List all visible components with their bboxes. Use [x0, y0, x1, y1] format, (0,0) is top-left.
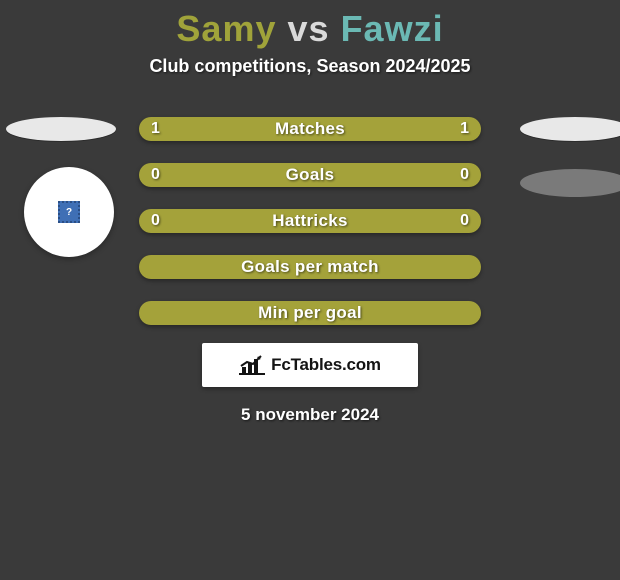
comparison-stage: ? 1 Matches 1 0 Goals 0 0 Hattricks 0 Goals per m…: [0, 117, 620, 425]
stat-label: Matches: [275, 119, 345, 139]
player2-name: Fawzi: [341, 8, 444, 49]
stat-value-right: 0: [460, 212, 469, 230]
branding-box: FcTables.com: [202, 343, 418, 387]
page-title: Samy vs Fawzi: [0, 0, 620, 50]
stat-value-left: 0: [151, 212, 160, 230]
stat-value-right: 1: [460, 120, 469, 138]
player2-shadow-ellipse: [520, 117, 620, 141]
logo-chart-icon: [239, 354, 265, 376]
subtitle: Club competitions, Season 2024/2025: [0, 56, 620, 77]
vs-text: vs: [288, 8, 330, 49]
avatar-missing-glyph: ?: [66, 207, 72, 218]
stat-bar: 1 Matches 1: [139, 117, 481, 141]
logo-text: FcTables.com: [271, 355, 381, 375]
stat-value-left: 1: [151, 120, 160, 138]
stat-label: Goals per match: [241, 257, 379, 277]
stat-bars: 1 Matches 1 0 Goals 0 0 Hattricks 0 Goals per mat…: [139, 117, 481, 325]
player1-avatar: ?: [24, 167, 114, 257]
stat-label: Min per goal: [258, 303, 362, 323]
avatar-placeholder-icon: ?: [58, 201, 80, 223]
stat-bar: Min per goal: [139, 301, 481, 325]
player1-shadow-ellipse: [6, 117, 116, 141]
player2-secondary-ellipse: [520, 169, 620, 197]
date-text: 5 november 2024: [0, 405, 620, 425]
stat-value-right: 0: [460, 166, 469, 184]
stat-bar: 0 Hattricks 0: [139, 209, 481, 233]
stat-label: Hattricks: [272, 211, 347, 231]
stat-bar: Goals per match: [139, 255, 481, 279]
player1-name: Samy: [176, 8, 276, 49]
stat-label: Goals: [286, 165, 335, 185]
stat-value-left: 0: [151, 166, 160, 184]
stat-bar: 0 Goals 0: [139, 163, 481, 187]
